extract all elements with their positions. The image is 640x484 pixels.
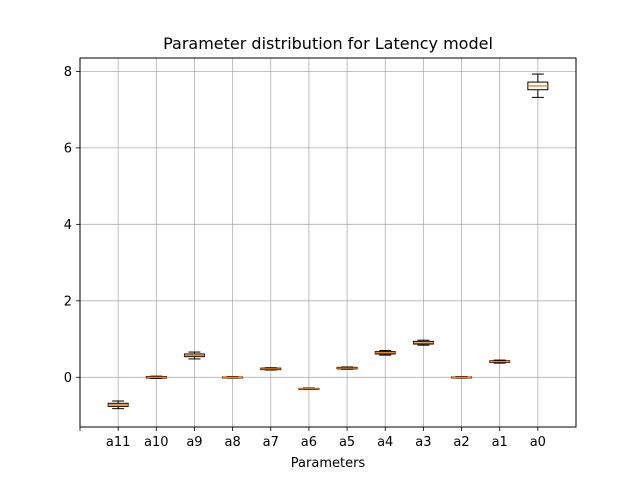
x-tick-label: a9 xyxy=(186,435,202,450)
box-a9 xyxy=(183,351,205,360)
chart-title: Parameter distribution for Latency model xyxy=(163,34,493,53)
x-axis-label: Parameters xyxy=(291,456,366,471)
box-a1 xyxy=(489,359,511,364)
plot-frame xyxy=(79,57,577,428)
x-tick-label: a1 xyxy=(492,435,508,450)
x-tick-label: a7 xyxy=(263,435,279,450)
box-a5 xyxy=(336,366,358,370)
box-a6 xyxy=(298,387,320,391)
y-tick-label: 8 xyxy=(64,65,72,80)
box-a7 xyxy=(260,367,282,371)
x-tick-label: a3 xyxy=(415,435,431,450)
ticks: a11 a10 a9 a8 a7 a6 a5 a4 a3 a2 a1 a0 0 2 4 6 8 xyxy=(64,65,546,450)
x-tick-label: a11 xyxy=(106,435,131,450)
box-a0 xyxy=(527,73,549,98)
y-tick-label: 2 xyxy=(64,294,72,309)
box-a8 xyxy=(222,376,244,379)
box-a4 xyxy=(374,350,396,356)
x-tick-label: a6 xyxy=(301,435,317,450)
box-a2 xyxy=(451,376,473,379)
x-tick-label: a0 xyxy=(530,435,546,450)
box-a3 xyxy=(412,339,434,346)
y-tick-label: 4 xyxy=(64,218,72,233)
x-tick-label: a2 xyxy=(453,435,469,450)
x-tick-label: a10 xyxy=(144,435,169,450)
grid xyxy=(79,58,576,427)
x-tick-label: a5 xyxy=(339,435,355,450)
y-tick-label: 6 xyxy=(64,141,72,156)
x-tick-label: a8 xyxy=(224,435,240,450)
box-a11 xyxy=(107,400,129,410)
boxes xyxy=(107,73,549,410)
y-tick-label: 0 xyxy=(64,371,72,386)
x-tick-label: a4 xyxy=(377,435,393,450)
box-a10 xyxy=(145,375,167,379)
